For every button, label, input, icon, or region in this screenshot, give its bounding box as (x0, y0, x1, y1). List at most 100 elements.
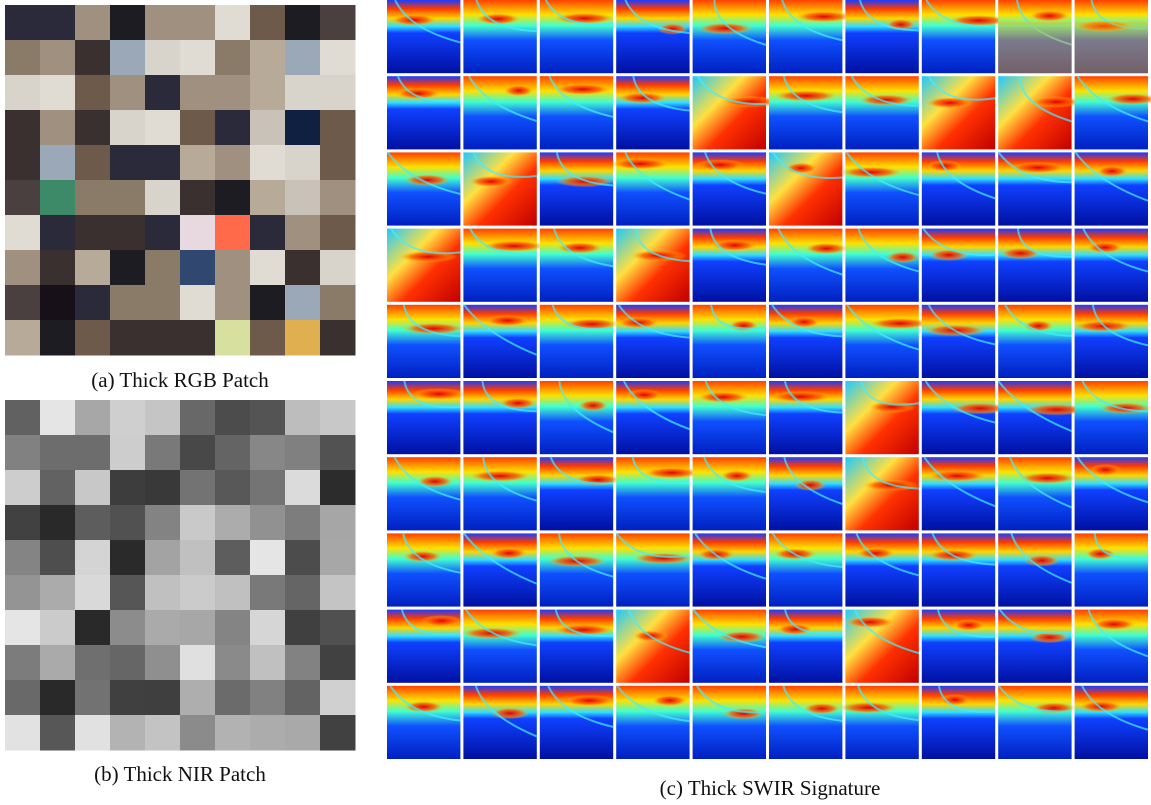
signature-hotspot (642, 466, 701, 479)
patch-cell (180, 715, 216, 751)
signature-ridge (1081, 380, 1149, 413)
signature-tile (998, 457, 1072, 531)
patch-cell (40, 505, 76, 541)
signature-ridge (997, 380, 1072, 432)
patch-cell (40, 285, 76, 321)
patch-cell (215, 610, 251, 646)
patch-cell (5, 250, 41, 286)
patch-cell (180, 5, 216, 41)
signature-ridge (925, 0, 996, 27)
signature-ridge (394, 0, 461, 44)
signature-tile (463, 381, 537, 455)
patch-cell (75, 470, 111, 506)
patch-cell (40, 435, 76, 471)
signature-hotspot (925, 160, 963, 172)
signature-tile (539, 304, 614, 378)
patch-cell (250, 435, 286, 471)
patch-cell (320, 75, 356, 111)
patch-cell (320, 250, 356, 286)
signature-ridge (482, 457, 538, 502)
signature-ridge (624, 151, 690, 201)
signature-ridge (627, 609, 690, 654)
signature-ridge (937, 609, 996, 638)
patch-cell (215, 400, 251, 436)
patch-cell (110, 470, 146, 506)
signature-tile (539, 457, 614, 531)
signature-ridge (468, 75, 538, 122)
patch-cell (215, 180, 251, 216)
patch-cell (40, 75, 76, 111)
signature-hotspot (1024, 554, 1060, 567)
signature-hotspot (1009, 161, 1067, 174)
signature-ridge (858, 0, 919, 32)
signature-ridge (463, 304, 538, 356)
signature-hotspot (711, 239, 758, 252)
patch-cell (320, 645, 356, 681)
signature-ridge (617, 304, 690, 339)
patch-cell (250, 470, 286, 506)
patch-cell (320, 505, 356, 541)
patch-cell (40, 470, 76, 506)
patch-cell (250, 5, 286, 41)
signature-noise (998, 21, 1072, 74)
signature-tile (463, 0, 537, 74)
signature-hotspot (553, 83, 613, 96)
patch-cell (145, 470, 181, 506)
signature-hotspot (838, 701, 898, 714)
signature-ridge (784, 609, 843, 635)
signature-ridge (389, 685, 461, 722)
signature-tile (1074, 304, 1148, 378)
signature-tile (616, 76, 690, 150)
signature-tile (387, 76, 461, 150)
signature-tile (1074, 533, 1148, 607)
patch-cell (250, 110, 286, 146)
patch-cell (75, 75, 111, 111)
signature-tile (845, 457, 919, 531)
signature-tile (845, 76, 919, 150)
patch-cell (285, 400, 321, 436)
patch-cell (320, 610, 356, 646)
patch-cell (110, 110, 146, 146)
patch-cell (320, 110, 356, 146)
signature-tile (1074, 228, 1148, 302)
signature-hotspot (952, 619, 985, 631)
signature-ridge (781, 0, 843, 42)
patch-cell (285, 715, 321, 751)
patch-cell (285, 5, 321, 41)
patch-cell (250, 575, 286, 611)
patch-cell (75, 285, 111, 321)
patch-cell (40, 110, 76, 146)
signature-ridge (474, 685, 538, 738)
patch-cell (285, 645, 321, 681)
signature-ridge (997, 151, 1072, 184)
signature-ridge (1010, 533, 1072, 584)
patch-cell (75, 575, 111, 611)
patch-cell (145, 145, 181, 181)
patch-cell (5, 575, 41, 611)
patch-cell (320, 40, 356, 76)
patch-cell (110, 250, 146, 286)
patch-cell (5, 505, 41, 541)
signature-tile (539, 152, 614, 226)
signature-ridge (548, 75, 614, 118)
signature-hotspot (503, 84, 535, 97)
signature-ridge (393, 456, 461, 501)
signature-tile (692, 685, 766, 759)
signature-tile (539, 0, 614, 74)
signature-hotspot (468, 175, 514, 188)
patch-cell (215, 320, 251, 356)
signature-ridge (551, 304, 614, 330)
signature-ridge (396, 75, 461, 102)
patch-cell (250, 680, 286, 716)
signature-hotspot (858, 94, 914, 106)
signature-tile (692, 457, 766, 531)
signature-hotspot (720, 470, 754, 482)
patch-cell (145, 645, 181, 681)
signature-hotspot (390, 14, 437, 26)
patch-cell (320, 180, 356, 216)
patch-cell (40, 40, 76, 76)
signature-hotspot (1085, 548, 1116, 560)
signature-hotspot (769, 390, 833, 403)
signature-tile (616, 609, 690, 683)
